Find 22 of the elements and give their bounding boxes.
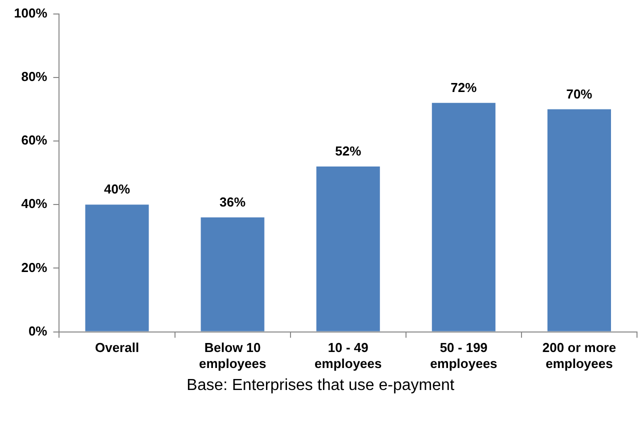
y-tick-label: 80%: [21, 68, 48, 84]
bar: [85, 204, 149, 332]
x-tick-label: Below 10 employees: [198, 340, 266, 371]
data-label: 72%: [450, 80, 478, 95]
x-tick-label: Overall: [94, 340, 140, 356]
bar: [547, 109, 611, 332]
text: Base: Enterprises that use e-payment: [186, 377, 456, 395]
y-tick-label: 0%: [28, 323, 48, 338]
data-label: 40%: [104, 182, 130, 197]
x-tick-label: 10 - 49 employees: [314, 340, 382, 371]
y-tick-label: 100%: [14, 5, 48, 20]
x-tick-label: 50 - 199 employees: [430, 340, 498, 371]
bar: [200, 217, 264, 332]
data-label: 52%: [335, 144, 362, 159]
y-tick-label: 20%: [21, 260, 48, 275]
data-label: 70%: [566, 86, 593, 102]
data-label: 36%: [220, 194, 246, 210]
x-tick-label: 200 or more employees: [542, 340, 616, 371]
bar: [432, 102, 496, 332]
y-tick-label: 40%: [21, 196, 48, 212]
y-tick-label: 60%: [21, 132, 48, 148]
bar: [316, 166, 380, 332]
